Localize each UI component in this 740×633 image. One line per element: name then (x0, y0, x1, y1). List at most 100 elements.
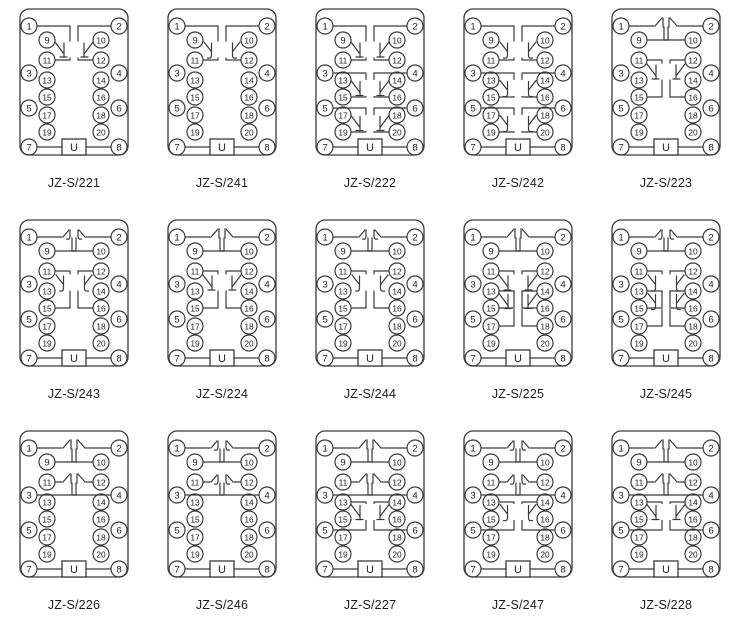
pin-20: 20 (684, 123, 702, 141)
svg-text:18: 18 (392, 532, 402, 542)
hook-right-2-blade (373, 473, 382, 483)
pin-14: 14 (536, 71, 554, 89)
pin-11: 11 (630, 51, 648, 69)
group-right-1-top-wire (373, 270, 390, 275)
svg-text:18: 18 (688, 532, 698, 542)
svg-text:12: 12 (392, 266, 402, 276)
hook-left-1-hook (657, 229, 663, 240)
pin-17: 17 (38, 106, 56, 124)
diagram-cell-jz-s-247: U 1 3 5 7 2 4 6 8 9 11 13 15 17 19 10 12 14 16 18 20 JZ-S/247 (444, 422, 592, 633)
svg-text:3: 3 (618, 490, 623, 501)
group-right-3-bottom-wire (669, 519, 704, 531)
svg-text:18: 18 (96, 321, 106, 331)
pin-14: 14 (240, 71, 258, 89)
hook-right-2-blade (669, 473, 678, 483)
svg-text:17: 17 (338, 321, 348, 331)
svg-text:8: 8 (264, 142, 269, 153)
group-right-0-bottom-wire (77, 57, 94, 61)
group-right-1-contact-blade (527, 274, 538, 288)
group-left-0-top-wire (36, 25, 71, 42)
pin-13: 13 (630, 282, 648, 300)
svg-text:14: 14 (540, 497, 550, 507)
pin-5: 5 (316, 521, 334, 539)
group-left-3-top-wire (498, 501, 515, 505)
coil-box (653, 560, 679, 578)
pin-7: 7 (20, 560, 38, 578)
diagram-cell-jz-s-222: U 1 3 5 7 2 4 6 8 9 11 13 15 17 19 10 12 14 16 18 20 JZ-S/222 (296, 0, 444, 211)
svg-text:5: 5 (174, 314, 179, 325)
pin-2: 2 (110, 228, 128, 246)
pin-15: 15 (334, 299, 352, 317)
pin-10: 10 (536, 242, 554, 260)
svg-text:2: 2 (560, 21, 565, 32)
hook-right-1-blade (373, 439, 382, 449)
svg-text:3: 3 (470, 279, 475, 290)
pin-3: 3 (316, 275, 334, 293)
svg-text:17: 17 (634, 110, 644, 120)
pin-5: 5 (20, 521, 38, 539)
svg-text:8: 8 (708, 142, 713, 153)
diagram-canvas: U 1 3 5 7 2 4 6 8 9 11 13 15 17 19 10 12 14 16 18 20 (14, 426, 134, 596)
svg-text:6: 6 (560, 314, 565, 325)
svg-text:1: 1 (470, 21, 475, 32)
pin-16: 16 (684, 299, 702, 317)
svg-text:13: 13 (190, 497, 200, 507)
svg-text:8: 8 (560, 564, 565, 575)
group-right-2-contact-blade (379, 114, 390, 129)
svg-text:20: 20 (540, 549, 550, 559)
hook-right-1-blade (78, 229, 86, 238)
pin-13: 13 (630, 71, 648, 89)
pin-19: 19 (482, 334, 500, 352)
svg-text:5: 5 (470, 525, 475, 536)
svg-text:14: 14 (392, 286, 402, 296)
pin-13: 13 (38, 282, 56, 300)
group-right-1-contact-hook (675, 275, 682, 292)
svg-text:5: 5 (322, 525, 327, 536)
pin-16: 16 (92, 299, 110, 317)
pin-15: 15 (630, 299, 648, 317)
hook-left-1-return (646, 448, 669, 463)
svg-text:5: 5 (26, 103, 31, 114)
pin-1: 1 (168, 228, 186, 246)
pin-16: 16 (240, 299, 258, 317)
pin-4: 4 (406, 486, 424, 504)
hook-right-1-return (663, 448, 686, 463)
hook-left-1-return (54, 448, 77, 463)
pin-18: 18 (240, 106, 258, 124)
group-left-1-contact-blade (202, 274, 213, 288)
svg-text:9: 9 (192, 246, 197, 257)
group-right-1-contact-blade (379, 79, 390, 94)
group-left-1-top-wire (350, 270, 367, 275)
svg-text:18: 18 (688, 110, 698, 120)
hook-right-1-return (663, 26, 686, 41)
svg-text:5: 5 (618, 314, 623, 325)
pin-7: 7 (20, 349, 38, 367)
pin-8: 8 (406, 560, 424, 578)
pin-20: 20 (388, 545, 406, 563)
svg-text:2: 2 (264, 443, 269, 454)
svg-text:18: 18 (540, 321, 550, 331)
svg-text:18: 18 (96, 532, 106, 542)
hook-right-1-blade (77, 439, 86, 449)
pin-9: 9 (38, 31, 56, 49)
pin-14: 14 (240, 282, 258, 300)
pin-2: 2 (702, 17, 720, 35)
pin-15: 15 (38, 88, 56, 106)
pin-5: 5 (316, 310, 334, 328)
hook-right-1-return (219, 448, 242, 463)
svg-text:7: 7 (26, 564, 31, 575)
pin-20: 20 (92, 334, 110, 352)
svg-text:16: 16 (244, 92, 254, 102)
pin-1: 1 (20, 17, 38, 35)
pin-7: 7 (168, 560, 186, 578)
pin-10: 10 (536, 453, 554, 471)
pin-3: 3 (316, 486, 334, 504)
pin-6: 6 (554, 99, 572, 117)
group-right-1-top-wire (77, 270, 94, 275)
svg-text:4: 4 (560, 490, 566, 501)
svg-text:12: 12 (688, 266, 698, 276)
group-left-1-top-wire (480, 72, 515, 81)
svg-text:14: 14 (392, 497, 402, 507)
svg-text:3: 3 (322, 279, 327, 290)
pin-15: 15 (186, 299, 204, 317)
